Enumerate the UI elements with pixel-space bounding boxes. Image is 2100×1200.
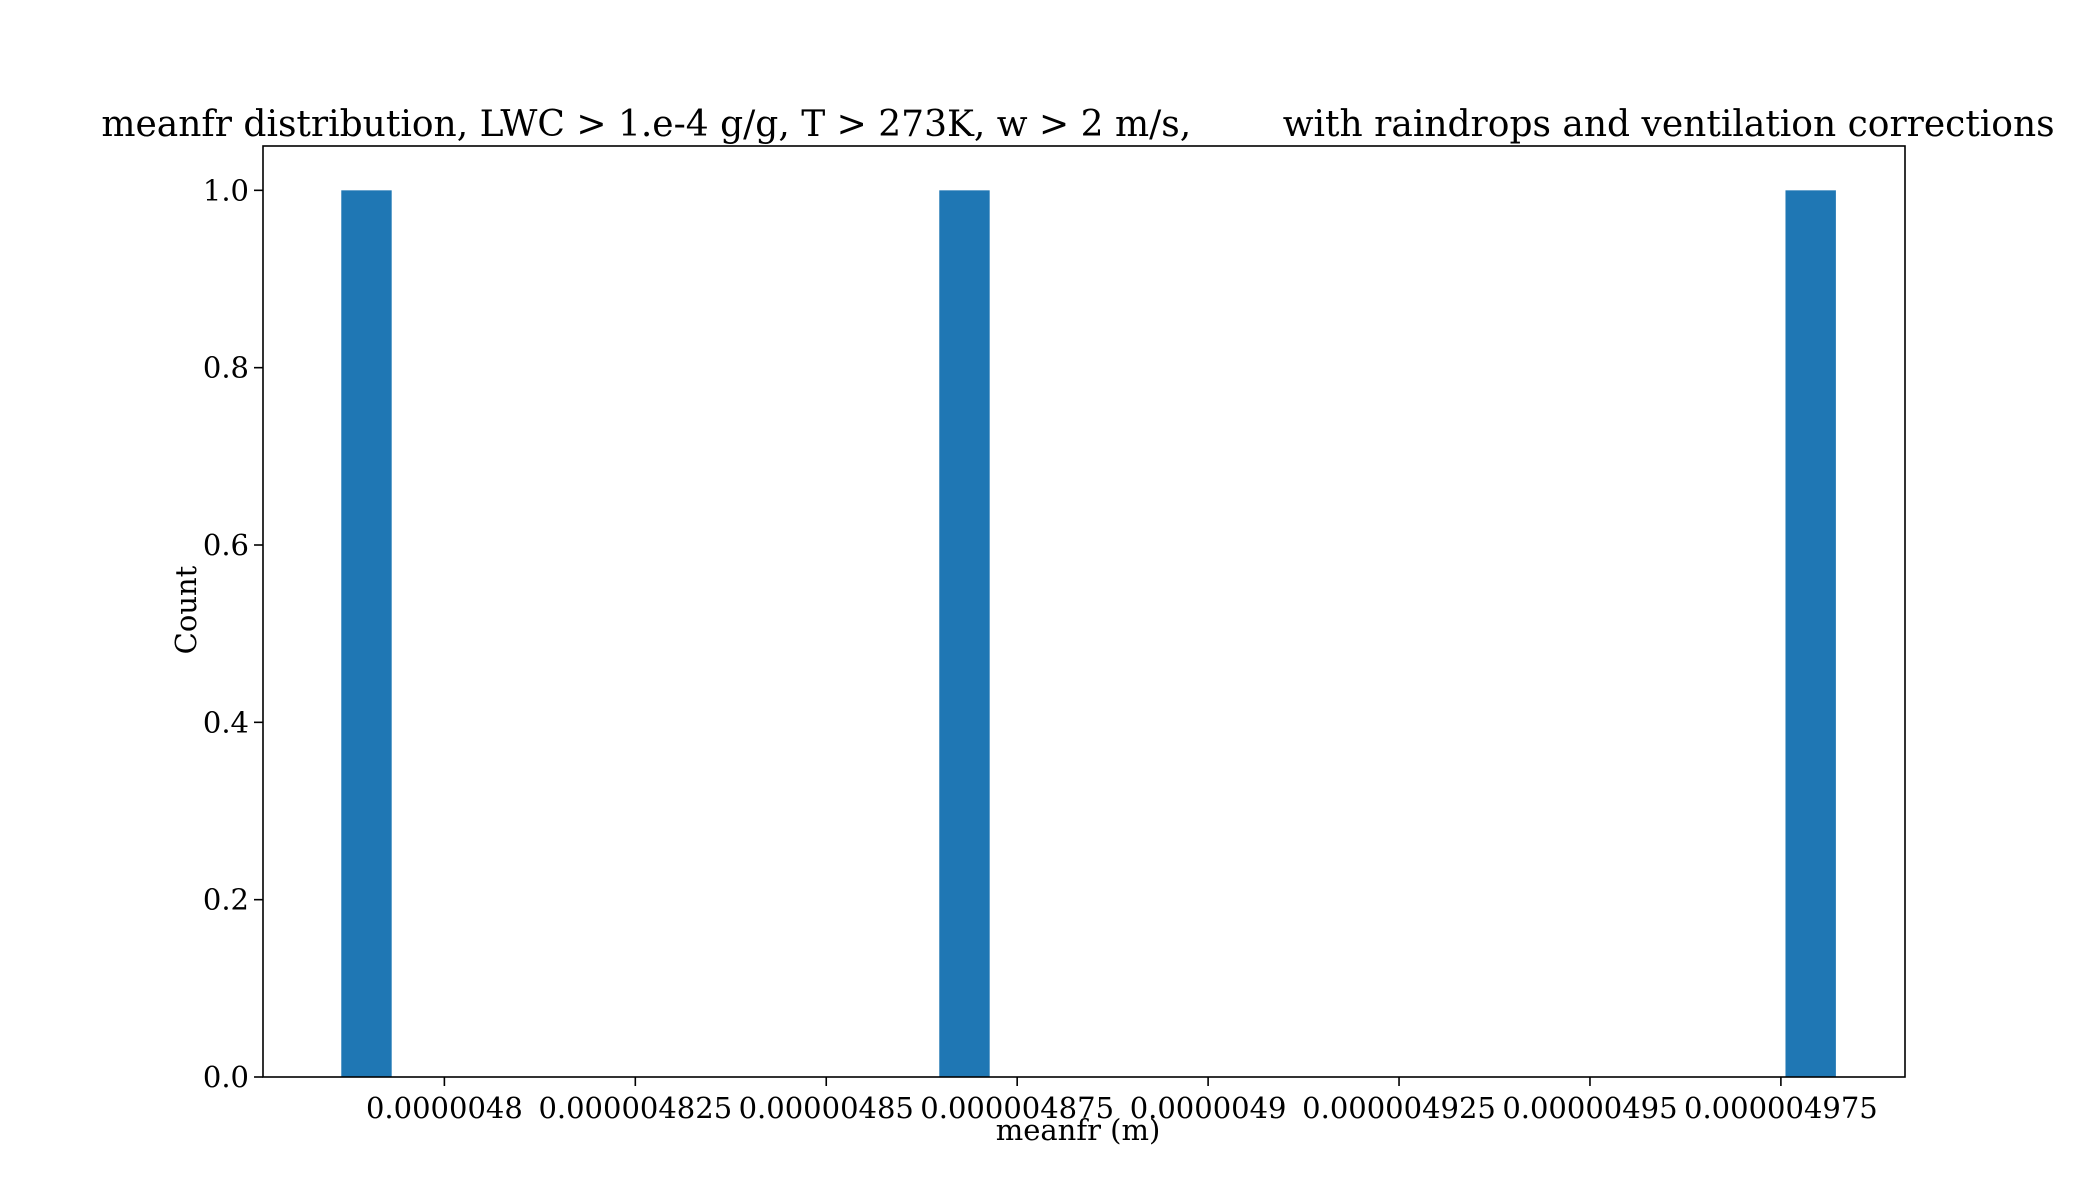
y-axis-ticks: 0.0 0.2 0.4 0.6 0.8 1.0 (203, 173, 263, 1094)
plot-area: 0.0000048 0.000004825 0.00000485 0.00000487… (203, 145, 1906, 1125)
x-tick-label: 0.00000495 (1502, 1091, 1677, 1125)
histogram-bar-2 (939, 190, 990, 1078)
y-axis-label: Count (169, 565, 203, 654)
y-tick-label: 0.0 (203, 1060, 249, 1094)
x-tick-label: 0.0000048 (366, 1091, 523, 1125)
x-axis-label: meanfr (m) (996, 1113, 1161, 1147)
y-tick-label: 0.6 (203, 528, 249, 562)
x-tick-label: 0.0000049 (1130, 1091, 1287, 1125)
x-tick-label: 0.00000485 (739, 1091, 914, 1125)
y-tick-label: 1.0 (203, 173, 249, 207)
y-tick-label: 0.8 (203, 351, 249, 385)
bars-group (341, 190, 1836, 1078)
y-tick-label: 0.4 (203, 705, 249, 739)
histogram-bar-3 (1785, 190, 1836, 1078)
x-tick-label: 0.000004875 (920, 1091, 1114, 1125)
chart-title: meanfr distribution, LWC > 1.e-4 g/g, T … (101, 104, 2054, 145)
histogram-bar-1 (341, 190, 392, 1078)
x-tick-label: 0.000004925 (1302, 1091, 1496, 1125)
axes-frame (262, 145, 1906, 1078)
y-tick-label: 0.2 (203, 883, 249, 917)
x-axis-ticks: 0.0000048 0.000004825 0.00000485 0.00000487… (366, 1077, 1878, 1125)
x-tick-label: 0.000004975 (1684, 1091, 1878, 1125)
x-tick-label: 0.000004825 (538, 1091, 732, 1125)
